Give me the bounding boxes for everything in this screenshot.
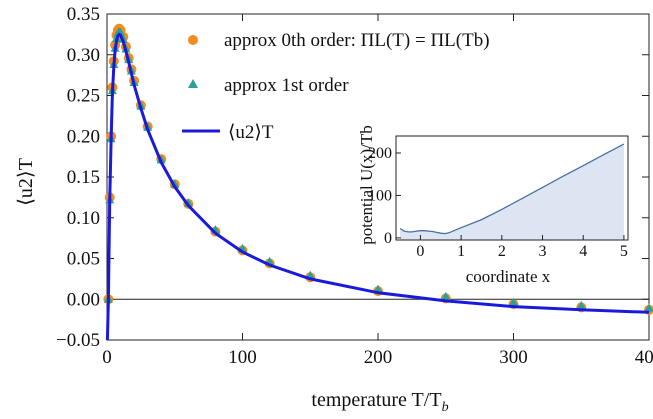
inset-x-axis-label: coordinate x — [466, 267, 551, 286]
x-tick-label: 300 — [499, 347, 528, 368]
inset-potential-area — [400, 144, 624, 240]
y-axis-label: ⟨u2⟩T — [15, 158, 37, 206]
point-1st-order — [644, 303, 653, 312]
inset-y-tick-label: 200 — [368, 145, 392, 162]
point-1st-order — [441, 291, 451, 301]
inset-y-tick-label: 100 — [368, 187, 392, 204]
y-tick-label: −0.05 — [56, 330, 100, 351]
y-tick-label: 0.05 — [67, 249, 100, 270]
line-u2-T — [105, 32, 650, 341]
point-1st-order — [509, 297, 518, 307]
inset-y-tick-label: 0 — [384, 230, 392, 247]
x-axis-label: temperature T/Tb — [311, 389, 448, 415]
inset-x-tick-label: 4 — [579, 243, 587, 260]
inset-x-tick-label: 2 — [498, 243, 506, 260]
legend-marker-1st-order — [188, 79, 198, 88]
y-tick-label: 0.20 — [67, 126, 100, 147]
x-tick-label: 200 — [364, 347, 393, 368]
inset-x-tick-label: 5 — [620, 243, 628, 260]
inset-potential-line — [399, 143, 625, 235]
inset-x-tick-label: 0 — [416, 243, 424, 260]
inset-frame — [395, 135, 629, 241]
y-tick-label: 0.10 — [67, 208, 100, 229]
legend-label-u2: ⟨u2⟩T — [228, 122, 274, 143]
legend: approx 0th order: ΠL(T) = ΠL(Tb) approx … — [182, 30, 490, 143]
y-tick-label: 0.35 — [67, 4, 100, 25]
legend-marker-0th-order — [188, 35, 198, 45]
inset-x-tick-label: 1 — [457, 243, 465, 260]
legend-label-1st-order: approx 1st order — [224, 75, 349, 96]
inset-x-tick-label: 3 — [539, 243, 547, 260]
y-tick-label: 0.15 — [67, 167, 100, 188]
x-tick-label: 0 — [102, 347, 112, 368]
x-tick-label: 100 — [228, 347, 257, 368]
point-1st-order — [576, 300, 586, 310]
y-tick-label: 0.00 — [67, 289, 100, 310]
x-tick-label: 400 — [635, 347, 653, 368]
y-tick-label: 0.25 — [67, 86, 100, 107]
inset-y-axis-label: potential U(x)/Tb — [357, 125, 376, 244]
y-tick-label: 0.30 — [67, 45, 100, 66]
legend-label-0th-order: approx 0th order: ΠL(T) = ΠL(Tb) — [224, 30, 490, 51]
